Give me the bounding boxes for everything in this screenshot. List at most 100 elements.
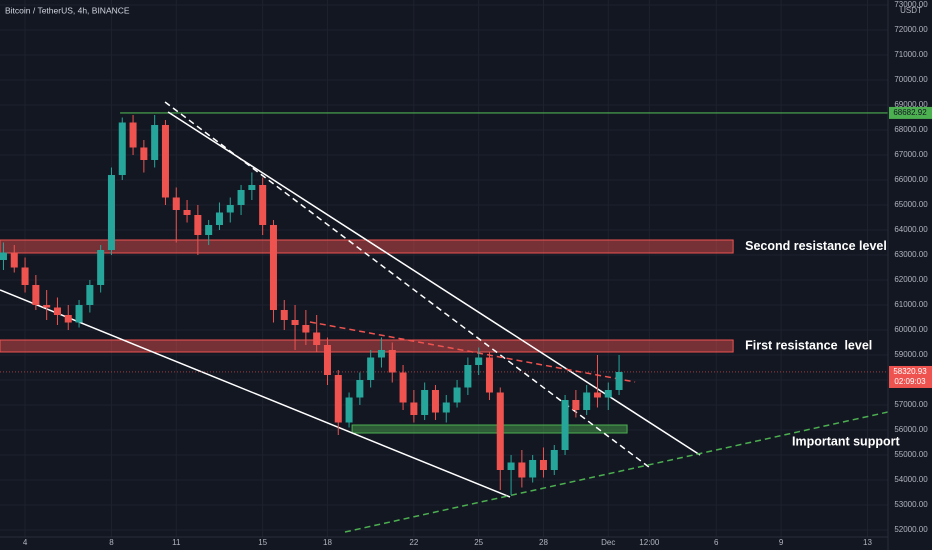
candle-body (32, 285, 40, 305)
y-tick-label: 63000.00 (894, 250, 928, 259)
last-price-badge (889, 365, 932, 388)
x-tick-label: 9 (779, 538, 784, 547)
candle-body (107, 175, 115, 250)
candle-body (496, 392, 504, 470)
chart-title: Bitcoin / TetherUS, 4h, BINANCE (5, 5, 130, 15)
candle-body (583, 392, 591, 410)
x-tick-label: 15 (258, 538, 267, 547)
candle-body (529, 460, 537, 478)
y-tick-label: 57000.00 (894, 400, 928, 409)
candle-body (205, 225, 213, 235)
y-tick-label: 62000.00 (894, 275, 928, 284)
x-tick-label: 6 (714, 538, 719, 547)
candle-body (442, 402, 450, 413)
countdown-label: 02:09:03 (894, 377, 926, 386)
y-tick-label: 60000.00 (894, 325, 928, 334)
candle-body (0, 252, 7, 260)
candle-body (43, 305, 51, 308)
y-tick-label: 73000.00 (894, 0, 928, 9)
last-price-label: 58320.93 (893, 367, 927, 376)
price-badge (889, 106, 932, 119)
candle-body (21, 267, 29, 285)
candle-body (323, 345, 331, 375)
y-tick-label: 69000.00 (894, 100, 928, 109)
zone-label: First resistance level (745, 338, 872, 352)
x-tick-label: 12:00 (639, 538, 660, 547)
candle-body (604, 390, 612, 398)
trendline (344, 411, 888, 533)
y-tick-label: 66000.00 (894, 175, 928, 184)
candle-body (518, 462, 526, 478)
candle-body (550, 450, 558, 470)
candle-body (237, 190, 245, 205)
candle-body (183, 210, 191, 215)
candle-body (215, 212, 223, 225)
price-badge-label: 68682.92 (893, 108, 927, 117)
trendline (0, 289, 511, 498)
candle-body (172, 197, 180, 210)
y-tick-label: 53000.00 (894, 500, 928, 509)
candle-body (593, 392, 601, 398)
candle-body (475, 357, 483, 365)
candle-body (345, 397, 353, 423)
candle-body (615, 371, 623, 390)
zone (0, 339, 734, 353)
y-tick-label: 56000.00 (894, 425, 928, 434)
x-tick-label: Dec (601, 538, 615, 547)
candle-body (259, 185, 267, 225)
candle-body (431, 390, 439, 413)
candle-body (539, 460, 547, 470)
y-tick-label: 67000.00 (894, 150, 928, 159)
zone (351, 424, 628, 434)
x-tick-label: 4 (23, 538, 28, 547)
candle-body (226, 205, 234, 213)
candle-body (388, 350, 396, 373)
y-tick-label: 68000.00 (894, 125, 928, 134)
candle-body (129, 122, 137, 148)
y-tick-label: 59000.00 (894, 350, 928, 359)
currency-label: USDT (900, 6, 922, 15)
y-tick-label: 65000.00 (894, 200, 928, 209)
y-tick-label: 61000.00 (894, 300, 928, 309)
y-tick-label: 55000.00 (894, 450, 928, 459)
candle-body (97, 250, 105, 285)
y-tick-label: 71000.00 (894, 50, 928, 59)
y-tick-label: 54000.00 (894, 475, 928, 484)
axes: 52000.00 53000.00 54000.00 55000.00 56000.00… (23, 0, 932, 547)
candle-body (421, 390, 429, 415)
candle-body (280, 310, 288, 320)
candle-body (334, 375, 342, 423)
candle-body (291, 320, 299, 325)
candle-body (507, 462, 515, 470)
candle-body (464, 365, 472, 388)
candle-body (140, 147, 148, 160)
candle-body (302, 325, 310, 333)
candle-body (356, 380, 364, 398)
candle-body (151, 125, 159, 160)
candle-body (75, 305, 83, 323)
candle-body (248, 185, 256, 190)
candle-body (485, 357, 493, 393)
trendline (167, 111, 701, 456)
x-tick-label: 11 (172, 538, 181, 547)
candle-body (10, 252, 18, 268)
candle-body (53, 307, 61, 315)
trendline (164, 101, 651, 469)
candle-body (161, 125, 169, 198)
candle-body (86, 285, 94, 305)
zone-label: Second resistance level (745, 239, 887, 253)
y-tick-label: 52000.00 (894, 525, 928, 534)
candle-body (367, 357, 375, 380)
y-tick-label: 64000.00 (894, 225, 928, 234)
candles (0, 115, 623, 495)
candle-body (453, 387, 461, 403)
x-tick-label: 25 (474, 538, 483, 547)
candle-body (399, 372, 407, 403)
candle-body (377, 350, 385, 358)
x-tick-label: 18 (323, 538, 332, 547)
x-tick-label: 8 (109, 538, 114, 547)
trendline-label: Important support (792, 434, 900, 448)
candle-body (64, 315, 72, 323)
candle-body (194, 215, 202, 235)
candle-body (561, 400, 569, 450)
